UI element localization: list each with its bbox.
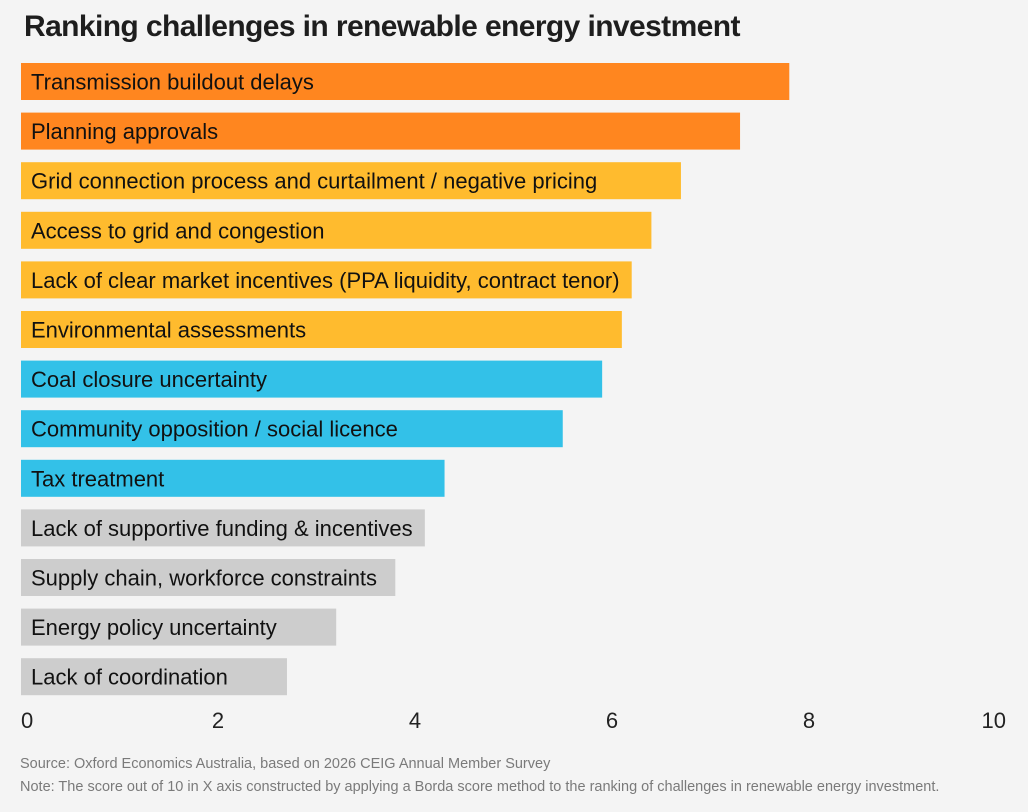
x-tick-label-2: 2 <box>212 708 224 733</box>
bar-label-2: Grid connection process and curtailment … <box>31 169 597 194</box>
bar-6 <box>21 360 603 398</box>
bar-0 <box>21 63 790 100</box>
bar-label-9: Lack of supportive funding & incentives <box>31 516 413 541</box>
bar-label-10: Supply chain, workforce constraints <box>31 566 377 591</box>
bar-12 <box>21 658 287 696</box>
x-tick-label-10: 10 <box>982 708 1006 733</box>
bar-2 <box>21 162 681 200</box>
x-tick-label-6: 6 <box>606 708 618 733</box>
x-tick-label-0: 0 <box>21 708 33 733</box>
bar-label-4: Lack of clear market incentives (PPA liq… <box>31 268 620 293</box>
bar-3 <box>21 211 652 249</box>
x-tick-label-8: 8 <box>803 708 815 733</box>
bar-11 <box>21 608 337 646</box>
bar-9 <box>21 509 425 547</box>
bar-label-0: Transmission buildout delays <box>31 70 314 95</box>
x-tick-label-4: 4 <box>409 708 421 733</box>
bar-label-7: Community opposition / social licence <box>31 417 398 442</box>
source-note: Source: Oxford Economics Australia, base… <box>20 756 551 772</box>
bar-1 <box>21 112 741 150</box>
bar-label-5: Environmental assessments <box>31 318 306 343</box>
bar-4 <box>21 261 632 299</box>
bar-label-8: Tax treatment <box>31 466 164 491</box>
bar-10 <box>21 559 396 596</box>
bar-7 <box>21 410 563 448</box>
bar-label-12: Lack of coordination <box>31 665 228 690</box>
bar-label-11: Energy policy uncertainty <box>31 615 277 640</box>
bar-8 <box>21 459 445 497</box>
method-note: Note: The score out of 10 in X axis cons… <box>20 779 940 795</box>
bar-5 <box>21 311 622 348</box>
bar-label-1: Planning approvals <box>31 119 218 144</box>
bar-chart: Transmission buildout delays Planning app… <box>21 63 1006 733</box>
bar-label-6: Coal closure uncertainty <box>31 367 267 392</box>
bar-label-3: Access to grid and congestion <box>31 218 325 243</box>
chart-title: Ranking challenges in renewable energy i… <box>24 10 740 43</box>
